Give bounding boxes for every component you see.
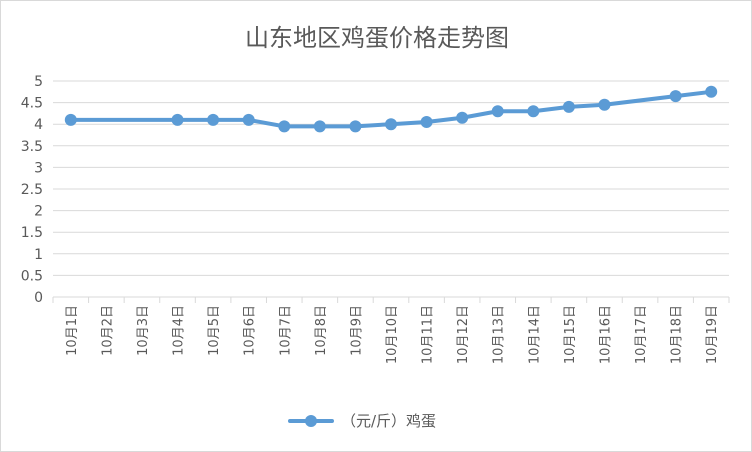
x-tick-label: 10月11日 [421, 305, 436, 364]
x-tick-label: 10月6日 [243, 305, 258, 356]
x-tick-label: 10月17日 [634, 305, 649, 364]
data-point [669, 90, 682, 103]
x-tick-label: 10月16日 [598, 305, 613, 364]
x-tick-label: 10月15日 [563, 305, 578, 364]
data-point [562, 100, 575, 113]
gridlines [53, 80, 729, 298]
data-point [420, 116, 433, 129]
x-tick-label: 10月13日 [492, 305, 507, 364]
x-tick-label: 10月2日 [100, 305, 115, 356]
y-tick-label: 3.5 [21, 139, 43, 155]
chart-title: 山东地区鸡蛋价格走势图 [245, 24, 509, 52]
x-tick-label: 10月18日 [670, 305, 685, 364]
legend: （元/斤）鸡蛋 [288, 412, 436, 430]
series-line [68, 89, 714, 129]
data-point [598, 98, 611, 111]
y-tick-label: 4 [34, 117, 43, 133]
y-axis: 0 0.5 1 1.5 2 2.5 3 3.5 4 4.5 5 [21, 74, 43, 306]
legend-marker [305, 415, 317, 427]
y-tick-label: 2 [34, 204, 43, 220]
y-tick-label: 5 [34, 74, 43, 90]
x-tick-label: 10月12日 [456, 305, 471, 364]
data-point [349, 120, 362, 133]
x-tick-label: 10月1日 [65, 305, 80, 356]
y-tick-label: 0 [34, 290, 43, 306]
data-point [456, 111, 469, 124]
legend-label: （元/斤）鸡蛋 [341, 412, 436, 430]
y-tick-label: 0.5 [21, 268, 43, 284]
x-tick-label: 10月10日 [385, 305, 400, 364]
x-tick-label: 10月19日 [705, 305, 720, 364]
data-point [705, 85, 718, 98]
y-tick-label: 2.5 [21, 182, 43, 198]
data-point [313, 120, 326, 133]
data-point [64, 113, 77, 126]
data-point [207, 113, 220, 126]
x-axis: 10月1日 10月2日 10月3日 10月4日 10月5日 10月6日 10月7日 10月8日… [52, 297, 730, 364]
data-point [278, 120, 291, 133]
x-tick-label: 10月8日 [314, 305, 329, 356]
y-tick-label: 1 [34, 247, 43, 263]
x-tick-label: 10月7日 [278, 305, 293, 356]
x-tick-label: 10月9日 [349, 305, 364, 356]
series-layer [64, 85, 718, 133]
x-tick-label: 10月4日 [172, 305, 187, 356]
y-tick-label: 1.5 [21, 225, 43, 241]
x-tick-label: 10月3日 [136, 305, 151, 356]
data-point [491, 105, 504, 118]
data-point [385, 118, 397, 131]
data-point [171, 113, 184, 126]
x-tick-label: 10月5日 [207, 305, 222, 356]
y-tick-label: 4.5 [21, 96, 43, 112]
data-point [527, 105, 540, 118]
y-tick-label: 3 [34, 160, 43, 176]
data-point [242, 113, 255, 126]
x-tick-label: 10月14日 [527, 305, 542, 364]
